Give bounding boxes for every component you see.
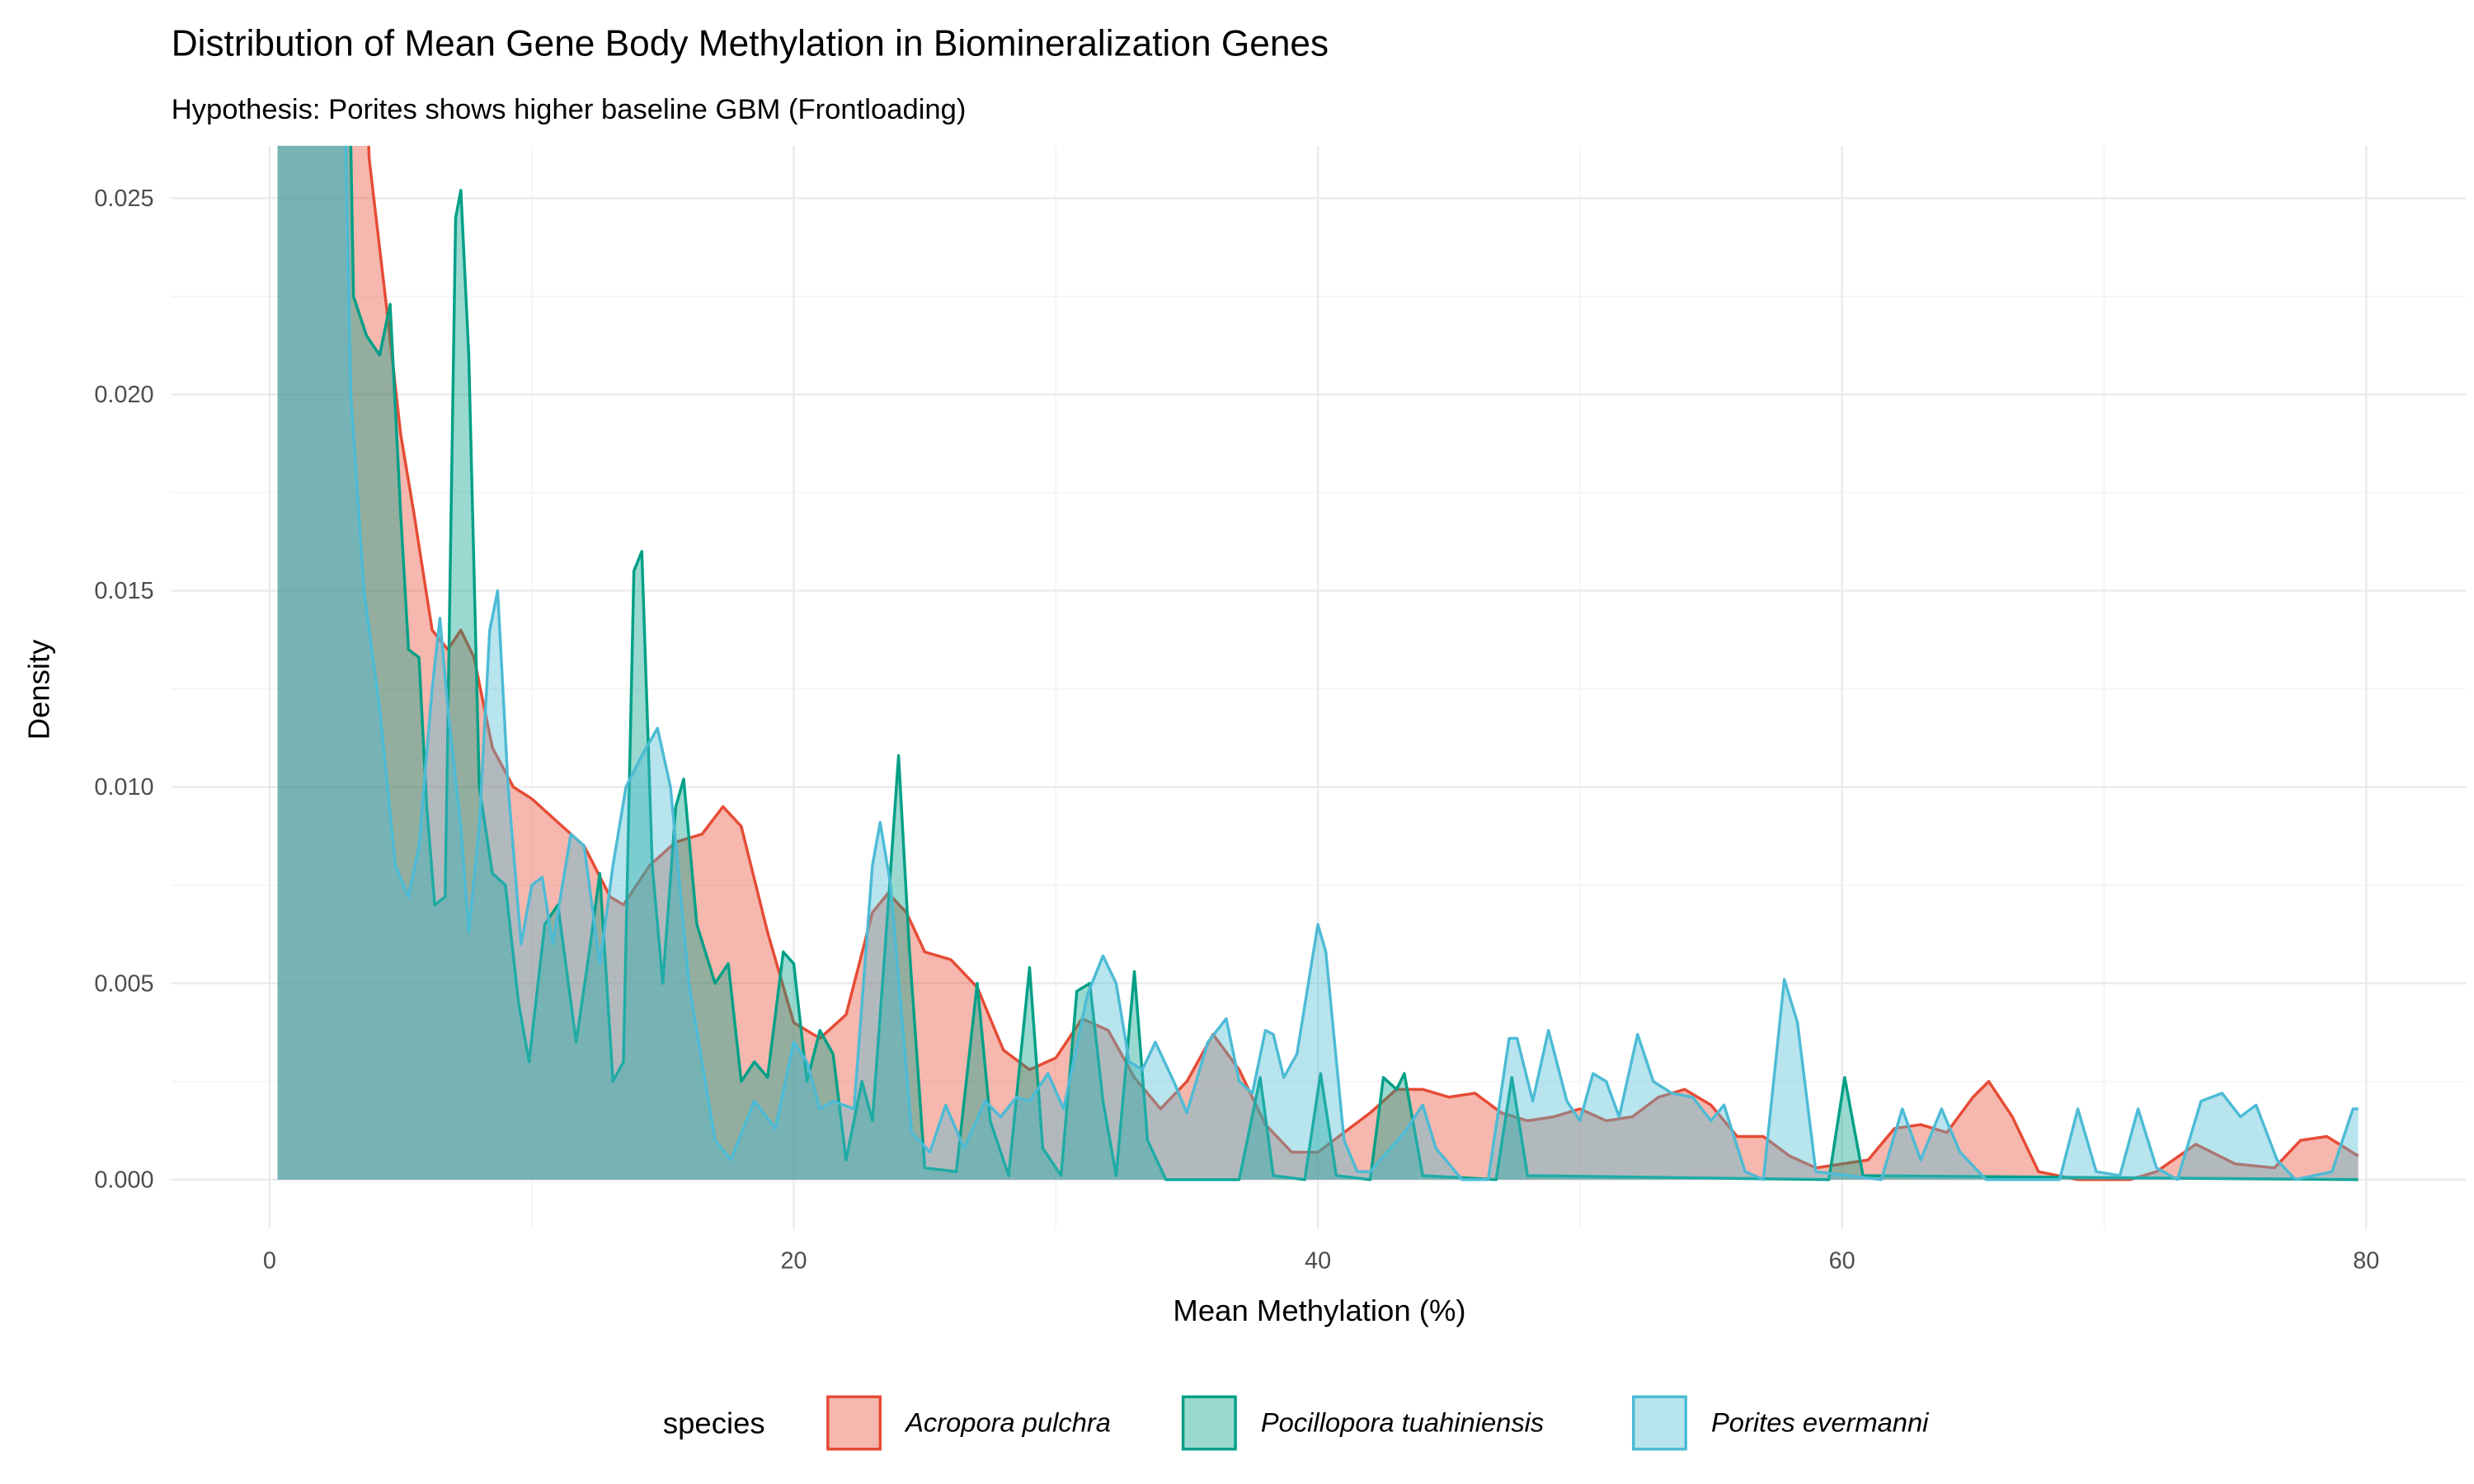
x-axis-title: Mean Methylation (%) [1173, 1294, 1465, 1327]
y-tick-label: 0.000 [94, 1167, 153, 1193]
legend: species Acropora pulchra Pocillopora tuah… [663, 1395, 1929, 1451]
x-tick-label: 60 [1829, 1247, 1856, 1274]
chart-title: Distribution of Mean Gene Body Methylati… [172, 23, 1329, 63]
x-tick-label: 20 [780, 1247, 807, 1274]
density-area-acropora-pulchra [277, 145, 2359, 1180]
y-tick-label: 0.005 [94, 970, 153, 997]
y-tick-label: 0.020 [94, 382, 153, 408]
density-area-pocillopora-tuahiniensis [277, 145, 2359, 1180]
y-tick-label: 0.015 [94, 578, 153, 604]
x-axis-ticks: 0 20 40 60 80 [263, 1247, 2379, 1274]
legend-swatch [1632, 1395, 1687, 1451]
x-tick-label: 40 [1305, 1247, 1331, 1274]
legend-item-acropora-pulchra: Acropora pulchra [826, 1395, 1111, 1451]
density-series [277, 145, 2359, 1181]
density-line-pocillopora-tuahiniensis [349, 145, 2359, 1181]
y-axis-title: Density [22, 639, 56, 740]
y-axis-ticks: 0.000 0.005 0.010 0.015 0.020 0.025 [94, 186, 153, 1193]
legend-label: Pocillopora tuahiniensis [1261, 1407, 1544, 1438]
legend-swatch [826, 1395, 882, 1451]
legend-title: species [663, 1406, 765, 1439]
legend-label: Porites evermanni [1711, 1407, 1929, 1438]
legend-label: Acropora pulchra [904, 1407, 1111, 1438]
x-tick-label: 0 [263, 1247, 276, 1274]
y-tick-label: 0.025 [94, 186, 153, 212]
legend-swatch [1181, 1395, 1237, 1451]
density-line-porites-evermanni [344, 145, 2359, 1181]
x-tick-label: 80 [2353, 1247, 2379, 1274]
legend-item-pocillopora-tuahiniensis: Pocillopora tuahiniensis [1181, 1395, 1544, 1451]
y-tick-label: 0.010 [94, 774, 153, 801]
density-area-porites-evermanni [277, 145, 2359, 1180]
chart-subtitle: Hypothesis: Porites shows higher baselin… [172, 94, 967, 125]
legend-item-porites-evermanni: Porites evermanni [1632, 1395, 1929, 1451]
